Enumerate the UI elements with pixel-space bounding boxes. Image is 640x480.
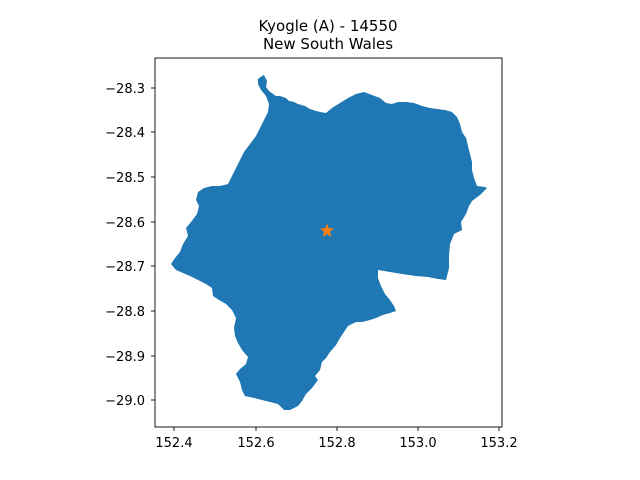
y-tick-label: −28.3 (105, 82, 145, 97)
y-tick-label: −29.0 (105, 394, 145, 409)
y-tick-label: −28.6 (105, 216, 145, 231)
x-tick-label: 152.4 (155, 436, 192, 451)
y-tick-label: −28.4 (105, 126, 145, 141)
x-tick-label: 153.2 (480, 436, 517, 451)
y-tick-label: −28.8 (105, 305, 145, 320)
map-title: Kyogle (A) - 14550 (258, 17, 398, 35)
x-axis: 152.4 152.6 152.8 153.0 153.2 (155, 427, 518, 451)
kyogle-region-polygon (171, 75, 487, 410)
plot-frame (154, 57, 503, 428)
y-tick-label: −28.9 (105, 350, 145, 365)
y-tick-label: −28.5 (105, 171, 145, 186)
x-tick-label: 153.0 (399, 436, 436, 451)
x-tick-label: 152.8 (318, 436, 355, 451)
y-tick-label: −28.7 (105, 260, 145, 275)
x-tick-label: 152.6 (237, 436, 274, 451)
centroid-star-marker (320, 223, 334, 237)
y-axis: −28.3 −28.4 −28.5 −28.6 −28.7 −28.8 −28.… (105, 82, 155, 409)
map-subtitle: New South Wales (262, 35, 394, 53)
